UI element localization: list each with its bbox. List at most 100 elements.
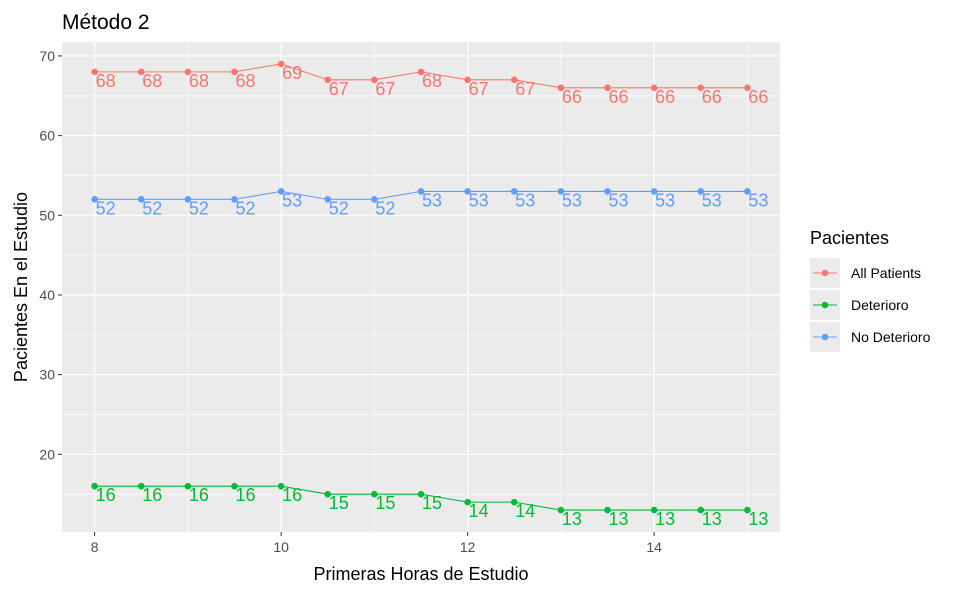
series-layer [91,60,751,514]
data-label-no-deterioro: 52 [96,198,116,218]
legend: Pacientes All Patients Deterioro No Deteri… [810,228,931,352]
data-point-no-deterioro [604,188,611,195]
data-label-deterioro: 16 [235,485,255,505]
data-label-all-patients: 66 [562,87,582,107]
data-point-all-patients [184,68,192,76]
data-point-deterioro [744,506,751,514]
data-label-deterioro: 16 [189,485,209,505]
data-point-no-deterioro [697,188,705,195]
data-point-deterioro [371,490,378,498]
data-point-no-deterioro [417,188,425,195]
data-point-all-patients [697,84,705,92]
data-label-deterioro: 15 [329,493,349,513]
data-point-no-deterioro [371,196,378,203]
data-label-deterioro: 13 [748,509,768,529]
data-point-all-patients [417,68,425,76]
data-label-no-deterioro: 53 [655,190,675,210]
data-label-all-patients: 68 [422,71,442,91]
data-label-all-patients: 68 [189,71,209,91]
data-label-no-deterioro: 53 [702,190,722,210]
data-point-all-patients [557,84,565,92]
data-point-all-patients [137,68,145,76]
data-label-deterioro: 16 [282,485,302,505]
data-label-deterioro: 13 [655,509,675,529]
y-axis-title: Pacientes En el Estudio [11,192,31,382]
x-axis: 8 10 12 14 [91,532,662,555]
data-point-all-patients [231,68,238,76]
data-label-all-patients: 69 [282,63,302,83]
data-point-all-patients [510,76,518,84]
data-label-deterioro: 16 [96,485,116,505]
data-label-all-patients: 66 [702,87,722,107]
data-label-deterioro: 14 [515,501,535,521]
data-point-deterioro [231,482,238,490]
grid-major [62,42,780,532]
data-label-all-patients: 67 [375,79,395,99]
data-point-deterioro [417,490,425,498]
data-label-no-deterioro: 53 [469,190,489,210]
data-point-no-deterioro [510,188,518,195]
data-point-all-patients [371,76,378,84]
data-label-no-deterioro: 53 [562,190,582,210]
data-label-no-deterioro: 52 [235,198,255,218]
legend-label-no-deterioro: No Deterioro [851,329,931,345]
data-point-all-patients [604,84,611,92]
data-point-all-patients [464,76,471,84]
data-point-all-patients [324,76,332,84]
x-tick-label: 14 [646,539,662,555]
data-label-no-deterioro: 53 [608,190,628,210]
data-point-deterioro [91,482,98,490]
data-label-no-deterioro: 53 [282,190,302,210]
data-label-no-deterioro: 52 [375,198,395,218]
data-label-all-patients: 67 [329,79,349,99]
data-point-all-patients [91,68,98,76]
data-point-deterioro [324,490,332,498]
data-point-no-deterioro [557,188,565,195]
data-point-deterioro [184,482,192,490]
x-tick-label: 10 [273,539,289,555]
data-point-no-deterioro [91,196,98,203]
legend-point-deterioro [821,301,829,309]
y-tick-label: 20 [39,446,55,462]
data-label-all-patients: 67 [469,79,489,99]
data-label-deterioro: 16 [142,485,162,505]
data-label-no-deterioro: 53 [515,190,535,210]
data-label-deterioro: 15 [375,493,395,513]
data-label-all-patients: 67 [515,79,535,99]
data-label-all-patients: 68 [96,71,116,91]
data-label-deterioro: 15 [422,493,442,513]
legend-label-deterioro: Deterioro [851,297,909,313]
legend-point-no-deterioro [821,333,829,341]
y-tick-label: 40 [39,287,55,303]
data-label-layer: 68 68 68 68 69 67 67 68 67 67 66 66 66 66 66 16 16 16 16 16… [96,63,769,529]
data-point-deterioro [510,498,518,506]
data-point-no-deterioro [744,188,751,195]
plot-panel [62,42,780,532]
data-point-no-deterioro [464,188,471,195]
data-point-all-patients [744,84,751,92]
chart-title: Método 2 [62,11,150,34]
data-point-deterioro [697,506,705,514]
data-label-deterioro: 13 [562,509,582,529]
x-axis-title: Primeras Horas de Estudio [313,564,528,584]
legend-point-all-patients [821,269,829,277]
data-label-all-patients: 66 [655,87,675,107]
data-point-no-deterioro [277,188,285,195]
data-point-deterioro [277,482,285,490]
legend-label-all-patients: All Patients [851,265,921,281]
data-point-no-deterioro [650,188,658,195]
data-label-all-patients: 66 [608,87,628,107]
x-tick-label: 12 [460,539,476,555]
data-label-no-deterioro: 52 [189,198,209,218]
y-tick-label: 50 [39,207,55,223]
data-point-deterioro [604,506,611,514]
data-label-deterioro: 14 [469,501,489,521]
y-tick-label: 30 [39,367,55,383]
data-label-no-deterioro: 53 [422,190,442,210]
data-label-all-patients: 68 [235,71,255,91]
data-point-no-deterioro [231,196,238,203]
data-label-all-patients: 68 [142,71,162,91]
data-point-deterioro [464,498,471,506]
data-point-no-deterioro [324,196,332,203]
